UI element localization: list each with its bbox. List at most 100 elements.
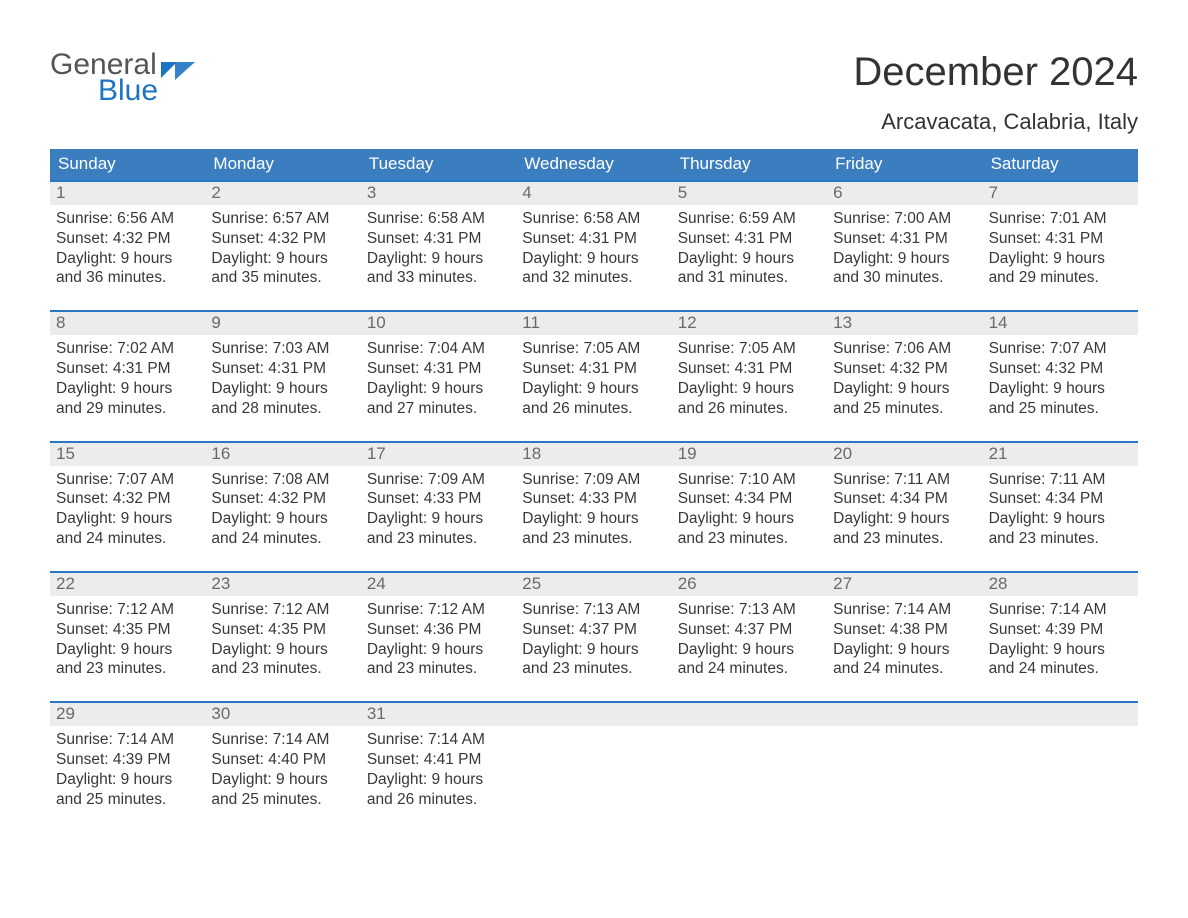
daylight-line-1: Daylight: 9 hours: [56, 640, 199, 660]
day-number: [827, 703, 982, 726]
sunset-line: Sunset: 4:32 PM: [56, 489, 199, 509]
daylight-line-1: Daylight: 9 hours: [211, 249, 354, 269]
sunset-line: Sunset: 4:39 PM: [989, 620, 1132, 640]
calendar-day-cell: 11Sunrise: 7:05 AMSunset: 4:31 PMDayligh…: [516, 312, 671, 422]
sunset-line: Sunset: 4:34 PM: [678, 489, 821, 509]
day-number: 24: [361, 573, 516, 596]
day-details: Sunrise: 7:08 AMSunset: 4:32 PMDaylight:…: [205, 466, 360, 553]
calendar-day-cell: 27Sunrise: 7:14 AMSunset: 4:38 PMDayligh…: [827, 573, 982, 683]
day-of-week-header: Sunday: [50, 149, 205, 180]
day-details: Sunrise: 7:05 AMSunset: 4:31 PMDaylight:…: [516, 335, 671, 422]
day-details: Sunrise: 7:09 AMSunset: 4:33 PMDaylight:…: [516, 466, 671, 553]
calendar-day-cell: 28Sunrise: 7:14 AMSunset: 4:39 PMDayligh…: [983, 573, 1138, 683]
day-of-week-header-row: SundayMondayTuesdayWednesdayThursdayFrid…: [50, 149, 1138, 180]
day-details: Sunrise: 7:06 AMSunset: 4:32 PMDaylight:…: [827, 335, 982, 422]
day-details: Sunrise: 7:01 AMSunset: 4:31 PMDaylight:…: [983, 205, 1138, 292]
sunset-line: Sunset: 4:33 PM: [367, 489, 510, 509]
daylight-line-2: and 29 minutes.: [989, 268, 1132, 288]
calendar-week-row: 8Sunrise: 7:02 AMSunset: 4:31 PMDaylight…: [50, 310, 1138, 422]
daylight-line-2: and 27 minutes.: [367, 399, 510, 419]
day-details: Sunrise: 6:58 AMSunset: 4:31 PMDaylight:…: [361, 205, 516, 292]
day-number: 8: [50, 312, 205, 335]
day-number: 2: [205, 182, 360, 205]
daylight-line-2: and 33 minutes.: [367, 268, 510, 288]
daylight-line-2: and 23 minutes.: [56, 659, 199, 679]
daylight-line-1: Daylight: 9 hours: [989, 379, 1132, 399]
sunset-line: Sunset: 4:32 PM: [56, 229, 199, 249]
daylight-line-2: and 24 minutes.: [989, 659, 1132, 679]
daylight-line-1: Daylight: 9 hours: [367, 249, 510, 269]
calendar-day-cell: 14Sunrise: 7:07 AMSunset: 4:32 PMDayligh…: [983, 312, 1138, 422]
daylight-line-1: Daylight: 9 hours: [833, 249, 976, 269]
sunset-line: Sunset: 4:31 PM: [367, 359, 510, 379]
day-of-week-header: Saturday: [983, 149, 1138, 180]
calendar-day-cell: 16Sunrise: 7:08 AMSunset: 4:32 PMDayligh…: [205, 443, 360, 553]
day-number: 11: [516, 312, 671, 335]
day-number: 9: [205, 312, 360, 335]
daylight-line-2: and 30 minutes.: [833, 268, 976, 288]
sunrise-line: Sunrise: 7:06 AM: [833, 339, 976, 359]
day-number: 29: [50, 703, 205, 726]
day-details: Sunrise: 7:10 AMSunset: 4:34 PMDaylight:…: [672, 466, 827, 553]
daylight-line-2: and 24 minutes.: [833, 659, 976, 679]
sunset-line: Sunset: 4:35 PM: [211, 620, 354, 640]
day-details: [516, 726, 671, 734]
calendar-day-cell: 18Sunrise: 7:09 AMSunset: 4:33 PMDayligh…: [516, 443, 671, 553]
day-details: Sunrise: 7:13 AMSunset: 4:37 PMDaylight:…: [672, 596, 827, 683]
calendar-day-cell: 12Sunrise: 7:05 AMSunset: 4:31 PMDayligh…: [672, 312, 827, 422]
calendar-day-cell: 20Sunrise: 7:11 AMSunset: 4:34 PMDayligh…: [827, 443, 982, 553]
daylight-line-1: Daylight: 9 hours: [522, 379, 665, 399]
day-number: 7: [983, 182, 1138, 205]
sunset-line: Sunset: 4:31 PM: [522, 229, 665, 249]
day-number: 25: [516, 573, 671, 596]
daylight-line-2: and 23 minutes.: [367, 529, 510, 549]
sunset-line: Sunset: 4:31 PM: [678, 229, 821, 249]
sunrise-line: Sunrise: 7:04 AM: [367, 339, 510, 359]
sunset-line: Sunset: 4:31 PM: [56, 359, 199, 379]
sunrise-line: Sunrise: 7:14 AM: [56, 730, 199, 750]
sunset-line: Sunset: 4:31 PM: [989, 229, 1132, 249]
day-number: 27: [827, 573, 982, 596]
sunrise-line: Sunrise: 7:14 AM: [989, 600, 1132, 620]
calendar-day-cell: 8Sunrise: 7:02 AMSunset: 4:31 PMDaylight…: [50, 312, 205, 422]
calendar-table: SundayMondayTuesdayWednesdayThursdayFrid…: [50, 149, 1138, 814]
sunrise-line: Sunrise: 7:11 AM: [989, 470, 1132, 490]
sunset-line: Sunset: 4:33 PM: [522, 489, 665, 509]
sunrise-line: Sunrise: 7:09 AM: [522, 470, 665, 490]
day-details: Sunrise: 7:09 AMSunset: 4:33 PMDaylight:…: [361, 466, 516, 553]
daylight-line-1: Daylight: 9 hours: [678, 509, 821, 529]
sunrise-line: Sunrise: 7:08 AM: [211, 470, 354, 490]
daylight-line-1: Daylight: 9 hours: [367, 640, 510, 660]
sunrise-line: Sunrise: 7:12 AM: [56, 600, 199, 620]
day-details: Sunrise: 7:04 AMSunset: 4:31 PMDaylight:…: [361, 335, 516, 422]
calendar-day-cell: [672, 703, 827, 813]
daylight-line-2: and 36 minutes.: [56, 268, 199, 288]
sunrise-line: Sunrise: 6:56 AM: [56, 209, 199, 229]
daylight-line-2: and 23 minutes.: [522, 529, 665, 549]
day-of-week-header: Thursday: [672, 149, 827, 180]
sunrise-line: Sunrise: 7:00 AM: [833, 209, 976, 229]
daylight-line-2: and 26 minutes.: [522, 399, 665, 419]
day-details: Sunrise: 7:00 AMSunset: 4:31 PMDaylight:…: [827, 205, 982, 292]
daylight-line-2: and 25 minutes.: [833, 399, 976, 419]
day-details: Sunrise: 7:03 AMSunset: 4:31 PMDaylight:…: [205, 335, 360, 422]
day-details: Sunrise: 7:02 AMSunset: 4:31 PMDaylight:…: [50, 335, 205, 422]
calendar-day-cell: 15Sunrise: 7:07 AMSunset: 4:32 PMDayligh…: [50, 443, 205, 553]
day-details: Sunrise: 7:14 AMSunset: 4:38 PMDaylight:…: [827, 596, 982, 683]
daylight-line-2: and 23 minutes.: [367, 659, 510, 679]
daylight-line-1: Daylight: 9 hours: [522, 640, 665, 660]
day-details: Sunrise: 7:14 AMSunset: 4:39 PMDaylight:…: [50, 726, 205, 813]
calendar-day-cell: 31Sunrise: 7:14 AMSunset: 4:41 PMDayligh…: [361, 703, 516, 813]
sunset-line: Sunset: 4:37 PM: [678, 620, 821, 640]
daylight-line-1: Daylight: 9 hours: [989, 249, 1132, 269]
day-number: 26: [672, 573, 827, 596]
calendar-day-cell: [983, 703, 1138, 813]
daylight-line-2: and 25 minutes.: [989, 399, 1132, 419]
sunrise-line: Sunrise: 6:57 AM: [211, 209, 354, 229]
daylight-line-2: and 35 minutes.: [211, 268, 354, 288]
day-number: 30: [205, 703, 360, 726]
sunrise-line: Sunrise: 7:05 AM: [678, 339, 821, 359]
daylight-line-1: Daylight: 9 hours: [56, 509, 199, 529]
daylight-line-1: Daylight: 9 hours: [367, 770, 510, 790]
day-details: Sunrise: 7:12 AMSunset: 4:36 PMDaylight:…: [361, 596, 516, 683]
